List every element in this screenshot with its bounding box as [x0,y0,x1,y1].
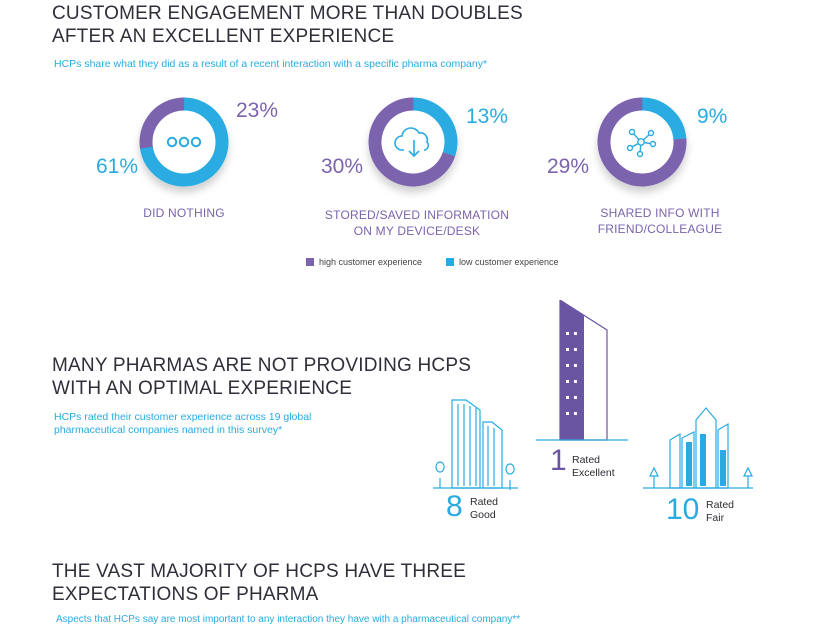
section1-title-line1: CUSTOMER ENGAGEMENT MORE THAN DOUBLES [52,3,523,24]
donut3-low-label: 9% [697,105,728,128]
donut3-caption-line1: SHARED INFO WITH [600,206,720,220]
donut2-caption-line1: STORED/SAVED INFORMATION [324,208,510,222]
excellent-count: 1 [550,444,567,477]
section1-title: CUSTOMER ENGAGEMENT MORE THAN DOUBLES AF… [52,2,523,48]
donut1-caption: DID NOTHING [143,206,225,220]
donut-bg [368,97,458,187]
section3-title-line1: THE VAST MAJORITY OF HCPS HAVE THREE [52,561,467,582]
donut2-low-label: 13% [466,105,509,128]
donut-chart-1 [139,97,229,187]
excellent-label: Rated Excellent [572,454,615,480]
good-label-line2: Good [470,509,496,521]
legend-high-swatch [306,258,314,266]
donut3-caption-line2: FRIEND/COLLEAGUE [597,222,723,236]
good-count: 8 [446,490,463,523]
section2-subtitle-line1: HCPs rated their customer experience acr… [54,411,312,423]
donut1-low-label: 61% [96,155,139,178]
fair-label: Rated Fair [706,499,734,525]
donut-charts [139,97,687,187]
good-label-line1: Rated [470,496,499,508]
donut-bg [139,97,229,187]
donut3-caption: SHARED INFO WITH FRIEND/COLLEAGUE [560,205,760,237]
legend-high: high customer experience [306,257,422,267]
section2-title-line2: WITH AN OPTIMAL EXPERIENCE [52,378,353,399]
section2-subtitle-line2: pharmaceutical companies named in this s… [54,424,283,436]
legend-high-label: high customer experience [319,257,423,267]
donut3-high-label: 29% [547,155,590,178]
fair-count: 10 [666,493,700,526]
donut1-high-label: 23% [236,99,279,122]
donut-chart-2 [368,97,458,187]
section3-title: THE VAST MAJORITY OF HCPS HAVE THREE EXP… [52,560,466,606]
legend-low: low customer experience [446,257,559,267]
section1-subtitle: HCPs share what they did as a result of … [54,58,488,70]
fair-building-icon [643,407,753,489]
buildings-illustration [433,300,753,490]
excellent-label-line2: Excellent [572,467,615,479]
section1-title-line2: AFTER AN EXCELLENT EXPERIENCE [52,26,395,47]
donut-1-high-segment [139,97,229,187]
fair-label-line1: Rated [706,499,735,511]
ellipsis-icon [166,136,202,148]
section2-title: MANY PHARMAS ARE NOT PROVIDING HCPS WITH… [52,354,471,400]
section2-subtitle: HCPs rated their customer experience acr… [54,411,311,437]
cloud-download-icon [394,127,430,158]
excellent-label-line1: Rated [572,454,601,466]
legend-low-swatch [446,258,454,266]
donut2-caption: STORED/SAVED INFORMATION ON MY DEVICE/DE… [300,207,534,239]
section3-subtitle: Aspects that HCPs say are most important… [56,614,521,625]
donut-3-high-segment [597,97,687,187]
good-building-icon [433,399,518,490]
good-label: Rated Good [470,496,498,522]
donut2-caption-line2: ON MY DEVICE/DESK [353,224,481,238]
excellent-building-icon [536,300,628,441]
donut2-high-label: 30% [321,155,364,178]
section2-title-line1: MANY PHARMAS ARE NOT PROVIDING HCPS [52,355,472,376]
legend-low-label: low customer experience [459,257,559,267]
network-share-icon [626,128,657,158]
section3-title-line2: EXPECTATIONS OF PHARMA [52,584,319,605]
fair-label-line2: Fair [706,512,725,524]
